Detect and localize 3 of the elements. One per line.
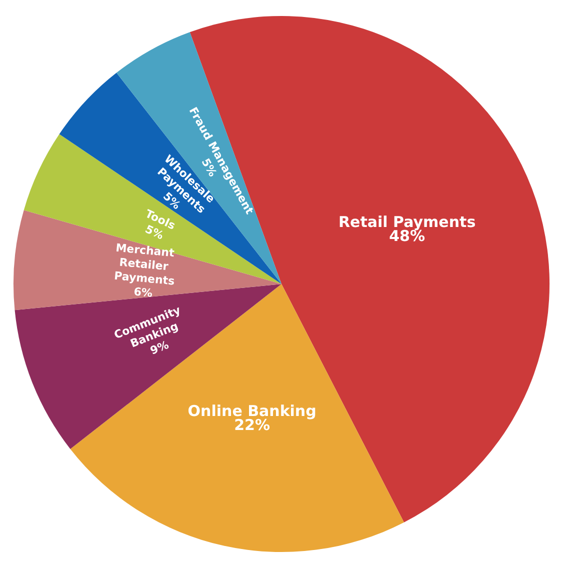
slice-label: Retail Payments [338,213,476,232]
slice-label: Merchant Retailer Payments [114,241,179,288]
data-label: 6% [133,285,154,300]
